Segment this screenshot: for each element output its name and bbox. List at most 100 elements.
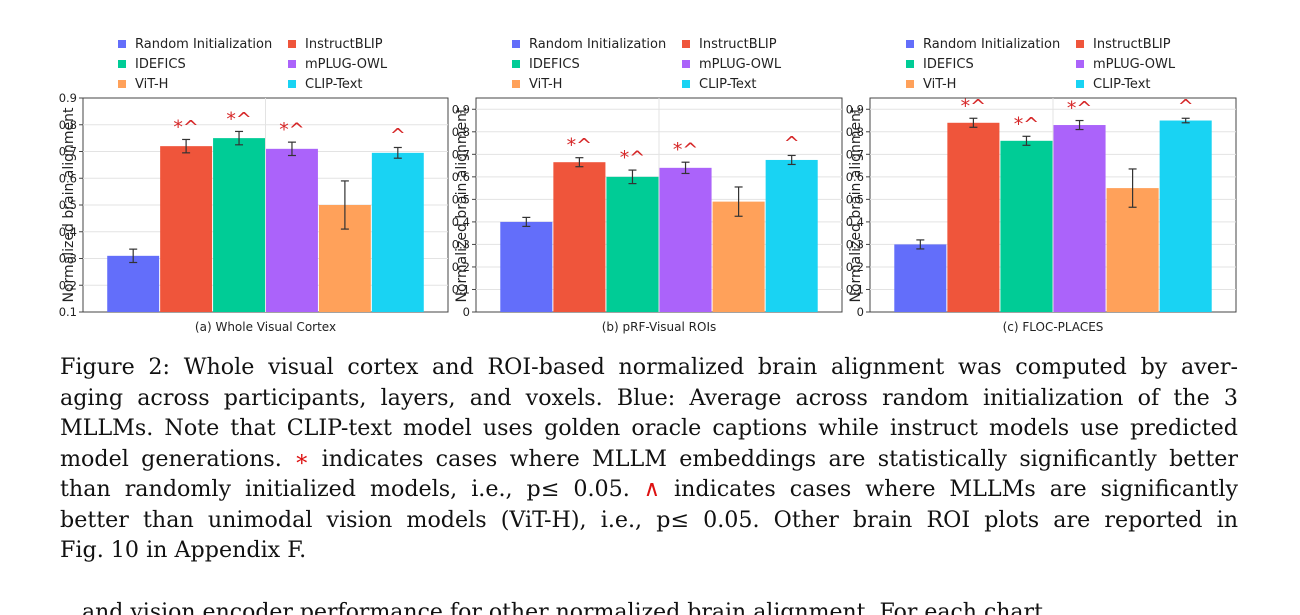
y-tick-label: 0.7 — [452, 147, 470, 161]
y-axis-label: Normalized brain alignment — [61, 107, 77, 303]
legend-swatch — [906, 60, 914, 68]
caption-line-5b: indicates cases where MLLMs are signific… — [674, 476, 1239, 502]
bar-instructblip — [160, 146, 213, 312]
legend-swatch — [1076, 60, 1084, 68]
caption-line-4: model generations. ∗ indicates cases whe… — [60, 444, 1238, 475]
bar-random-initialization — [500, 221, 553, 312]
figure-charts: 0.1 0.2 0.3 0.4 0.5 0.6 0.7 0.8 0.9 *^ *^ *^ ^ Normal… — [59, 37, 1237, 334]
caption-line-7: Fig. 10 in Appendix F. — [60, 537, 307, 563]
y-tick-label: 0.1 — [452, 282, 470, 296]
bar-idefics — [213, 138, 265, 312]
legend-swatch — [118, 60, 126, 68]
legend-label: mPLUG-OWL — [1093, 57, 1176, 72]
legend-label: CLIP-Text — [1093, 77, 1151, 92]
bar-random-initialization — [894, 244, 947, 312]
significance-label: *^ — [1014, 113, 1039, 135]
legend-swatch — [512, 40, 520, 48]
legend-label: CLIP-Text — [305, 77, 363, 92]
y-tick-label: 0.6 — [452, 170, 470, 184]
significance-label: *^ — [226, 108, 251, 130]
star-symbol: ∗ — [294, 445, 310, 472]
y-tick-label: 0.9 — [452, 102, 470, 116]
chart-panel-1: 0.1 0.2 0.3 0.4 0.5 0.6 0.7 0.8 0.9 *^ *^ *^ ^ Normal… — [59, 37, 449, 334]
legend-label: ViT-H — [135, 77, 168, 92]
legend-label: ViT-H — [923, 77, 956, 92]
significance-label: *^ — [961, 95, 986, 117]
y-tick-label: 0.4 — [846, 215, 864, 229]
y-tick-label: 0.6 — [846, 170, 864, 184]
legend-label: CLIP-Text — [699, 77, 757, 92]
significance-label: *^ — [173, 116, 198, 138]
significance-label: *^ — [673, 139, 698, 161]
bar-clip-text — [765, 159, 818, 312]
figure-caption: Figure 2: Whole visual cortex and ROI-ba… — [60, 352, 1238, 566]
y-tick-label: 0.8 — [59, 118, 77, 132]
y-axis-label: Normalized brain alignment — [848, 107, 864, 303]
y-tick-label: 0.1 — [59, 305, 77, 319]
legend-label: InstructBLIP — [305, 37, 383, 52]
chart-panel-2: 0 0.1 0.2 0.3 0.4 0.5 0.6 0.7 0.8 0.9 *^ *^ *^ ^ Norma… — [452, 37, 843, 334]
caption-line-2: aging across participants, layers, and v… — [60, 384, 1238, 411]
y-tick-label: 0.4 — [452, 215, 470, 229]
legend-label: Random Initialization — [135, 37, 272, 52]
bar-idefics — [1000, 140, 1053, 312]
legend-label: IDEFICS — [923, 57, 974, 72]
legend-swatch — [512, 60, 520, 68]
legend-label: mPLUG-OWL — [699, 57, 782, 72]
bar-vit-h — [712, 201, 765, 312]
y-tick-label: 0.9 — [59, 91, 77, 105]
y-tick-label: 0.5 — [59, 198, 77, 212]
legend-label: InstructBLIP — [699, 37, 777, 52]
y-tick-label: 0.3 — [846, 237, 864, 251]
legend-label: InstructBLIP — [1093, 37, 1171, 52]
significance-label: ^ — [784, 132, 800, 154]
panel-title: (c) FLOC-PLACES — [1003, 320, 1104, 334]
bar-mplug-owl — [1053, 125, 1106, 312]
panel-title: (b) pRF-Visual ROIs — [602, 320, 717, 334]
significance-label: *^ — [1067, 98, 1092, 120]
y-tick-label: 0.4 — [59, 225, 77, 239]
chart-panel-3: 0 0.1 0.2 0.3 0.4 0.5 0.6 0.7 0.8 0.9 *^ *^ *^ ^ Norma… — [846, 37, 1237, 334]
significance-label: *^ — [567, 135, 592, 157]
caption-line-6: better than unimodal vision models (ViT-… — [60, 506, 1238, 533]
bar-mplug-owl — [659, 167, 712, 312]
legend-label: ViT-H — [529, 77, 562, 92]
legend-swatch — [512, 80, 520, 88]
y-tick-label: 0.9 — [846, 102, 864, 116]
bar-clip-text — [371, 152, 424, 312]
bar-mplug-owl — [266, 148, 318, 312]
y-tick-label: 0.5 — [846, 192, 864, 206]
legend-label: Random Initialization — [529, 37, 666, 52]
legend-swatch — [118, 40, 126, 48]
next-paragraph-fragment: and vision encoder performance for other… — [82, 600, 1043, 615]
significance-label: *^ — [279, 119, 304, 141]
bar-random-initialization — [107, 255, 160, 312]
caption-line-5a: than randomly initialized models, i.e., … — [60, 476, 630, 502]
significance-label: ^ — [1178, 95, 1194, 117]
y-tick-label: 0.2 — [846, 260, 864, 274]
legend-swatch — [118, 80, 126, 88]
legend-swatch — [1076, 80, 1084, 88]
legend-swatch — [288, 40, 296, 48]
legend-swatch — [288, 60, 296, 68]
caption-line-1: Figure 2: Whole visual cortex and ROI-ba… — [60, 354, 1238, 380]
y-tick-label: 0.3 — [452, 237, 470, 251]
y-tick-label: 0.8 — [846, 125, 864, 139]
bar-instructblip — [553, 162, 606, 312]
caption-line-4b: indicates cases where MLLM embeddings ar… — [321, 445, 1238, 472]
caption-line-3: MLLMs. Note that CLIP-text model uses go… — [60, 415, 1238, 441]
legend-label: IDEFICS — [135, 57, 186, 72]
legend-swatch — [682, 80, 690, 88]
legend-label: mPLUG-OWL — [305, 57, 388, 72]
panel-title: (a) Whole Visual Cortex — [195, 320, 336, 334]
y-tick-label: 0.7 — [846, 147, 864, 161]
significance-label: *^ — [620, 147, 645, 169]
legend-swatch — [682, 60, 690, 68]
y-tick-label: 0.5 — [452, 192, 470, 206]
legend-swatch — [682, 40, 690, 48]
y-tick-label: 0.6 — [59, 171, 77, 185]
significance-label: ^ — [390, 124, 406, 146]
y-tick-label: 0 — [463, 305, 470, 319]
bar-idefics — [606, 176, 659, 312]
y-axis-label: Normalized brain alignment — [454, 107, 470, 303]
